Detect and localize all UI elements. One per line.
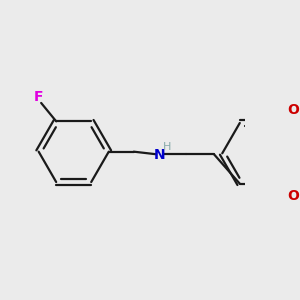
Text: F: F: [34, 90, 43, 104]
Text: O: O: [287, 103, 299, 118]
Text: H: H: [163, 142, 171, 152]
Text: O: O: [287, 189, 299, 203]
Text: N: N: [154, 148, 166, 162]
